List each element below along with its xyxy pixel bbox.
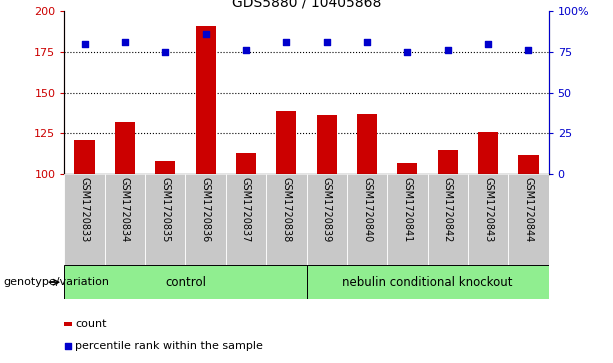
Bar	[427, 174, 468, 265]
Point	[161, 49, 170, 54]
Text: GSM1720834: GSM1720834	[120, 177, 130, 242]
Point	[241, 47, 251, 53]
Bar	[64, 174, 105, 265]
Bar	[357, 114, 377, 174]
Title: GDS5880 / 10405868: GDS5880 / 10405868	[232, 0, 381, 10]
Bar	[196, 25, 216, 174]
Bar	[276, 110, 297, 174]
Bar	[316, 115, 337, 174]
Text: GSM1720840: GSM1720840	[362, 177, 372, 242]
Bar	[64, 265, 306, 299]
Text: control: control	[165, 276, 206, 289]
Text: GSM1720838: GSM1720838	[281, 177, 291, 242]
Text: GSM1720841: GSM1720841	[402, 177, 413, 242]
Text: GSM1720837: GSM1720837	[241, 177, 251, 242]
Bar	[226, 174, 266, 265]
Point	[200, 31, 210, 37]
Point	[362, 39, 372, 45]
Text: GSM1720839: GSM1720839	[322, 177, 332, 242]
Bar	[105, 174, 145, 265]
Point	[403, 49, 413, 54]
Bar	[64, 322, 72, 326]
Text: GSM1720844: GSM1720844	[524, 177, 533, 242]
Bar	[387, 174, 428, 265]
Point	[80, 41, 89, 46]
Bar	[438, 150, 458, 174]
Bar	[185, 174, 226, 265]
Bar	[74, 140, 94, 174]
Bar	[468, 174, 508, 265]
Text: percentile rank within the sample: percentile rank within the sample	[75, 341, 263, 351]
Bar	[306, 265, 549, 299]
Bar	[519, 155, 539, 174]
Bar	[266, 174, 306, 265]
Point	[281, 39, 291, 45]
Bar	[508, 174, 549, 265]
Bar	[347, 174, 387, 265]
Text: nebulin conditional knockout: nebulin conditional knockout	[342, 276, 513, 289]
Bar	[155, 161, 175, 174]
Bar	[145, 174, 185, 265]
Point	[322, 39, 332, 45]
Text: GSM1720836: GSM1720836	[200, 177, 211, 242]
Point	[524, 47, 533, 53]
Point	[483, 41, 493, 46]
Bar	[236, 153, 256, 174]
Bar	[397, 163, 417, 174]
Text: GSM1720833: GSM1720833	[80, 177, 89, 242]
Point	[63, 343, 73, 348]
Text: GSM1720835: GSM1720835	[160, 177, 170, 242]
Text: count: count	[75, 319, 107, 329]
Text: GSM1720843: GSM1720843	[483, 177, 493, 242]
Point	[120, 39, 130, 45]
Bar	[306, 174, 347, 265]
Text: genotype/variation: genotype/variation	[3, 277, 109, 287]
Text: GSM1720842: GSM1720842	[443, 177, 453, 242]
Point	[443, 47, 452, 53]
Bar	[478, 132, 498, 174]
Bar	[115, 122, 135, 174]
